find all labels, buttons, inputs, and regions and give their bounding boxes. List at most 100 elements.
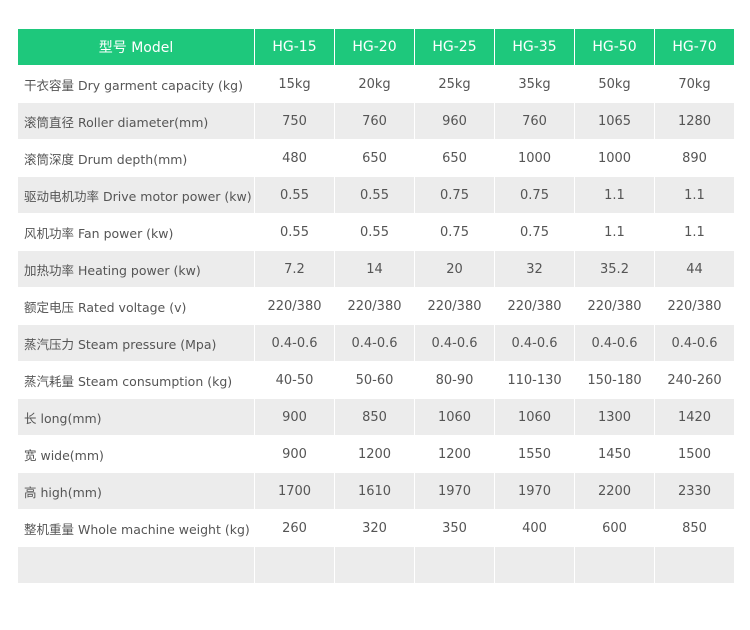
table-cell: 1420 bbox=[654, 398, 735, 436]
table-cell: 1970 bbox=[414, 472, 495, 510]
table-cell: 1060 bbox=[414, 398, 495, 436]
table-cell: 220/380 bbox=[654, 287, 735, 325]
empty-cell bbox=[254, 546, 335, 584]
table-cell: 400 bbox=[494, 509, 575, 547]
table-cell: 14 bbox=[334, 250, 415, 288]
empty-cell bbox=[334, 546, 415, 584]
row-label: 蒸汽压力 Steam pressure (Mpa) bbox=[17, 324, 255, 362]
row-label: 风机功率 Fan power (kw) bbox=[17, 213, 255, 251]
table-cell: 1500 bbox=[654, 435, 735, 473]
row-label: 宽 wide(mm) bbox=[17, 435, 255, 473]
header-cell: HG-35 bbox=[494, 28, 575, 66]
row-label: 驱动电机功率 Drive motor power (kw) bbox=[17, 176, 255, 214]
table-cell: 760 bbox=[334, 102, 415, 140]
table-cell: 2200 bbox=[574, 472, 655, 510]
row-label: 额定电压 Rated voltage (v) bbox=[17, 287, 255, 325]
row-label: 整机重量 Whole machine weight (kg) bbox=[17, 509, 255, 547]
table-row: 宽 wide(mm) 900 1200 1200 1550 1450 1500 bbox=[17, 435, 735, 473]
table-cell: 40-50 bbox=[254, 361, 335, 399]
header-row: 型号 Model HG-15 HG-20 HG-25 HG-35 HG-50 HG-70 bbox=[17, 28, 735, 66]
table-cell: 0.4-0.6 bbox=[574, 324, 655, 362]
table-cell: 650 bbox=[334, 139, 415, 177]
table-cell: 0.55 bbox=[254, 176, 335, 214]
table-cell: 70kg bbox=[654, 65, 735, 103]
table-cell: 1.1 bbox=[574, 176, 655, 214]
table-cell: 600 bbox=[574, 509, 655, 547]
header-cell: HG-20 bbox=[334, 28, 415, 66]
table-cell: 0.75 bbox=[494, 176, 575, 214]
table-cell: 900 bbox=[254, 435, 335, 473]
table-row: 加热功率 Heating power (kw) 7.2 14 20 32 35.2 44 bbox=[17, 250, 735, 288]
table-cell: 480 bbox=[254, 139, 335, 177]
table-cell: 20 bbox=[414, 250, 495, 288]
table-cell: 35.2 bbox=[574, 250, 655, 288]
table-cell: 1060 bbox=[494, 398, 575, 436]
table-cell: 1970 bbox=[494, 472, 575, 510]
table-cell: 1550 bbox=[494, 435, 575, 473]
empty-cell bbox=[17, 546, 255, 584]
table-cell: 1.1 bbox=[654, 213, 735, 251]
table-cell: 240-260 bbox=[654, 361, 735, 399]
table-cell: 0.4-0.6 bbox=[494, 324, 575, 362]
table-cell: 850 bbox=[334, 398, 415, 436]
table-cell: 1.1 bbox=[574, 213, 655, 251]
table-cell: 15kg bbox=[254, 65, 335, 103]
row-label: 滚筒直径 Roller diameter(mm) bbox=[17, 102, 255, 140]
table-cell: 110-130 bbox=[494, 361, 575, 399]
empty-row bbox=[17, 546, 735, 584]
row-label: 高 high(mm) bbox=[17, 472, 255, 510]
table-cell: 220/380 bbox=[574, 287, 655, 325]
table-cell: 50kg bbox=[574, 65, 655, 103]
empty-cell bbox=[654, 546, 735, 584]
table-cell: 760 bbox=[494, 102, 575, 140]
table-cell: 0.4-0.6 bbox=[254, 324, 335, 362]
table-row: 整机重量 Whole machine weight (kg) 260 320 350 4… bbox=[17, 509, 735, 547]
table-cell: 320 bbox=[334, 509, 415, 547]
table-row: 滚筒直径 Roller diameter(mm) 750 760 960 760 1065… bbox=[17, 102, 735, 140]
row-label: 加热功率 Heating power (kw) bbox=[17, 250, 255, 288]
table-cell: 0.4-0.6 bbox=[334, 324, 415, 362]
spec-table: 型号 Model HG-15 HG-20 HG-25 HG-35 HG-50 HG-70 干… bbox=[17, 28, 735, 584]
empty-cell bbox=[414, 546, 495, 584]
table-cell: 1200 bbox=[334, 435, 415, 473]
header-cell: HG-15 bbox=[254, 28, 335, 66]
table-cell: 220/380 bbox=[334, 287, 415, 325]
table-cell: 220/380 bbox=[414, 287, 495, 325]
table-cell: 750 bbox=[254, 102, 335, 140]
table-cell: 220/380 bbox=[494, 287, 575, 325]
table-cell: 35kg bbox=[494, 65, 575, 103]
table-row: 额定电压 Rated voltage (v) 220/380 220/380 220/… bbox=[17, 287, 735, 325]
table-cell: 32 bbox=[494, 250, 575, 288]
row-label: 蒸汽耗量 Steam consumption (kg) bbox=[17, 361, 255, 399]
row-label: 干衣容量 Dry garment capacity (kg) bbox=[17, 65, 255, 103]
table-body: 干衣容量 Dry garment capacity (kg) 15kg 20kg 25… bbox=[17, 65, 735, 584]
table-cell: 1000 bbox=[574, 139, 655, 177]
table-cell: 1610 bbox=[334, 472, 415, 510]
table-cell: 44 bbox=[654, 250, 735, 288]
table-cell: 1300 bbox=[574, 398, 655, 436]
table-cell: 1700 bbox=[254, 472, 335, 510]
header-cell: HG-70 bbox=[654, 28, 735, 66]
table-cell: 20kg bbox=[334, 65, 415, 103]
table-cell: 960 bbox=[414, 102, 495, 140]
table-cell: 1.1 bbox=[654, 176, 735, 214]
table-cell: 0.75 bbox=[414, 176, 495, 214]
table-row: 干衣容量 Dry garment capacity (kg) 15kg 20kg 25… bbox=[17, 65, 735, 103]
empty-cell bbox=[574, 546, 655, 584]
table-cell: 0.55 bbox=[254, 213, 335, 251]
table-cell: 150-180 bbox=[574, 361, 655, 399]
table-cell: 2330 bbox=[654, 472, 735, 510]
table-row: 蒸汽压力 Steam pressure (Mpa) 0.4-0.6 0.4-0.6 0… bbox=[17, 324, 735, 362]
table-row: 长 long(mm) 900 850 1060 1060 1300 1420 bbox=[17, 398, 735, 436]
table-cell: 50-60 bbox=[334, 361, 415, 399]
table-cell: 0.4-0.6 bbox=[414, 324, 495, 362]
table-cell: 25kg bbox=[414, 65, 495, 103]
table-cell: 350 bbox=[414, 509, 495, 547]
table-cell: 1200 bbox=[414, 435, 495, 473]
table-cell: 80-90 bbox=[414, 361, 495, 399]
table-cell: 7.2 bbox=[254, 250, 335, 288]
table-row: 高 high(mm) 1700 1610 1970 1970 2200 2330 bbox=[17, 472, 735, 510]
table-row: 蒸汽耗量 Steam consumption (kg) 40-50 50-60 80-… bbox=[17, 361, 735, 399]
table-cell: 1450 bbox=[574, 435, 655, 473]
